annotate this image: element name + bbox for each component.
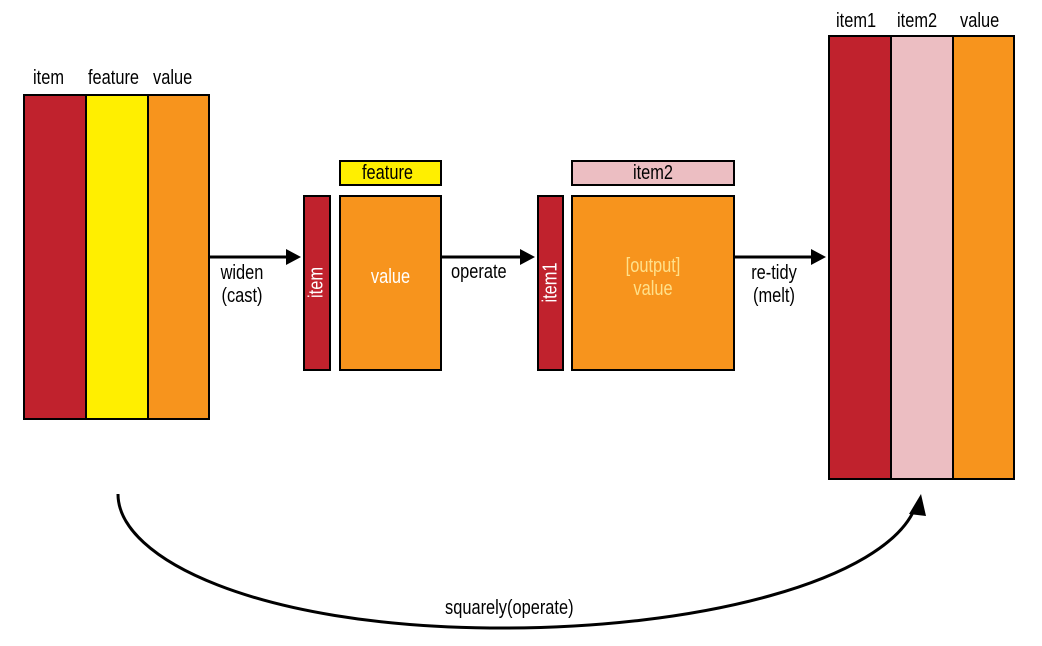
step2-output-line1: [output] <box>625 255 681 277</box>
right-col-value-header: value <box>960 10 1000 32</box>
right-col-item1 <box>828 35 892 480</box>
squarely-label: squarely(operate) <box>445 597 574 619</box>
squarely-arrowhead <box>909 494 926 516</box>
step1-feature-header-bar <box>339 160 442 186</box>
operate-label: operate <box>451 261 507 283</box>
step2-output-matrix <box>571 195 735 371</box>
widen-arrowhead <box>286 249 301 265</box>
step1-value-label: value <box>370 266 411 288</box>
step1-value-matrix <box>339 195 442 371</box>
step1-feature-header: feature <box>362 162 414 184</box>
widen-label-line2: (cast) <box>221 285 263 307</box>
step2-output-line2: value <box>633 278 673 300</box>
step2-item2-header-bar <box>571 160 735 186</box>
operate-arrowhead <box>520 249 535 265</box>
widen-label: widen (cast) <box>216 262 268 308</box>
retidy-label: re-tidy (melt) <box>748 262 800 308</box>
step2-output-label: [output] value <box>586 255 720 301</box>
step2-item1-bar <box>537 195 564 371</box>
step2-item2-header: item2 <box>632 162 674 184</box>
retidy-arrowhead <box>811 249 826 265</box>
left-col-value-header: value <box>153 67 193 89</box>
left-col-item-header: item <box>33 67 64 89</box>
left-col-feature-header: feature <box>88 67 140 89</box>
right-col-item2-header: item2 <box>897 10 938 32</box>
retidy-label-line2: (melt) <box>753 285 795 307</box>
retidy-label-line1: re-tidy <box>751 262 797 284</box>
right-col-value <box>952 35 1015 480</box>
step1-item-bar <box>303 195 331 371</box>
widen-label-line1: widen <box>220 262 264 284</box>
right-col-item1-header: item1 <box>836 10 877 32</box>
left-col-value <box>147 94 210 420</box>
squarely-curve <box>116 493 917 630</box>
